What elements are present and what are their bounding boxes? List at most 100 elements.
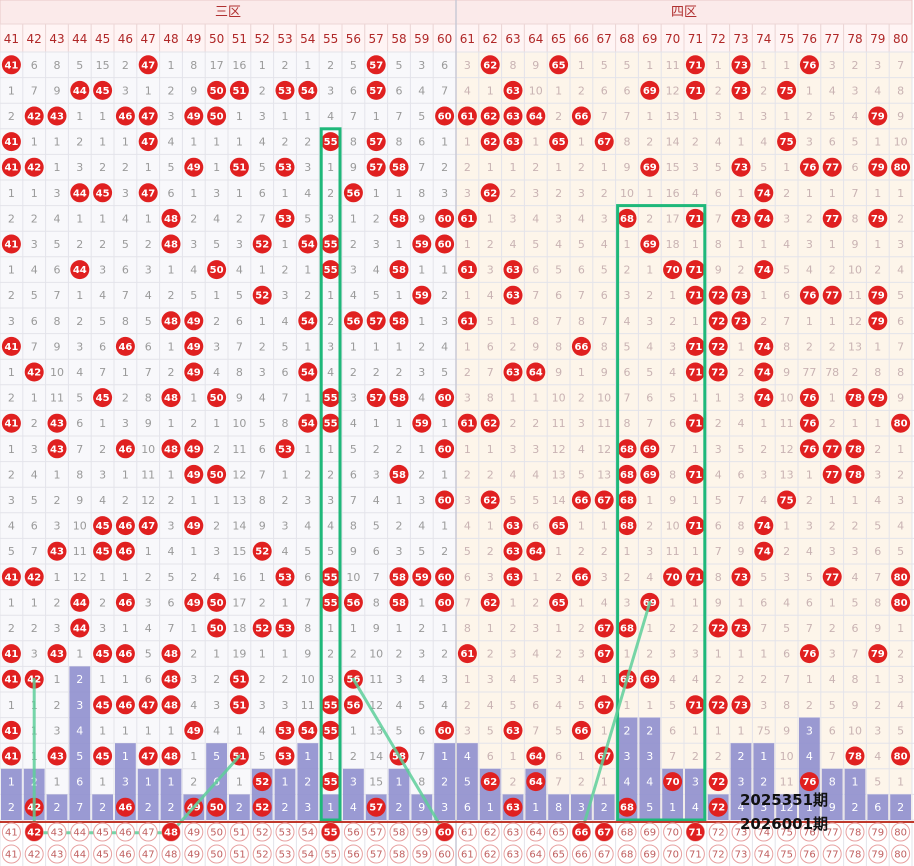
candidate-label: 65 xyxy=(552,850,565,861)
miss-value: 2 xyxy=(122,392,129,405)
miss-value: 6 xyxy=(874,801,881,814)
ball-label: 61 xyxy=(460,316,474,327)
miss-value: 4 xyxy=(145,622,152,635)
miss-value: 1 xyxy=(327,622,334,635)
ball-57 xyxy=(366,388,386,408)
ball-label: 77 xyxy=(825,572,839,583)
miss-value: 1 xyxy=(8,776,15,789)
ball-67 xyxy=(594,618,614,638)
miss-value: 3 xyxy=(624,750,631,763)
miss-value: 1 xyxy=(122,622,129,635)
ball-label: 71 xyxy=(688,572,702,583)
miss-value: 11 xyxy=(780,776,794,789)
miss-value: 6 xyxy=(874,545,881,558)
ball-76 xyxy=(799,772,819,792)
ball-61 xyxy=(457,208,477,228)
miss-value: 4 xyxy=(54,212,61,225)
miss-value: 1 xyxy=(555,161,562,174)
miss-value: 3 xyxy=(168,520,175,533)
ball-75 xyxy=(777,80,797,100)
miss-value: 1 xyxy=(692,724,699,737)
ball-79 xyxy=(868,285,888,305)
miss-value: 1 xyxy=(76,648,83,661)
ball-label: 45 xyxy=(96,86,110,97)
miss-value: 6 xyxy=(259,443,266,456)
miss-value: 7 xyxy=(168,622,175,635)
ball-77 xyxy=(822,464,842,484)
miss-value: 2 xyxy=(601,801,608,814)
ball-label: 41 xyxy=(4,649,18,660)
miss-value: 2 xyxy=(601,187,608,200)
ball-51 xyxy=(229,80,249,100)
candidate-label: 72 xyxy=(712,828,725,839)
miss-value: 7 xyxy=(601,315,608,328)
miss-value: 4 xyxy=(624,776,631,789)
ball-42 xyxy=(24,157,44,177)
ball-label: 63 xyxy=(506,547,520,558)
miss-value: 8 xyxy=(715,238,722,251)
miss-value: 1 xyxy=(874,187,881,200)
miss-value: 1 xyxy=(783,59,790,72)
ball-61 xyxy=(457,311,477,331)
miss-value: 4 xyxy=(783,238,790,251)
miss-value: 1 xyxy=(601,776,608,789)
miss-value: 3 xyxy=(829,648,836,661)
miss-value: 2 xyxy=(738,366,745,379)
miss-value: 8 xyxy=(350,520,357,533)
miss-value: 7 xyxy=(122,289,129,302)
ball-55 xyxy=(321,413,341,433)
miss-value: 7 xyxy=(852,187,859,200)
miss-value: 3 xyxy=(692,161,699,174)
miss-value: 2 xyxy=(396,366,403,379)
miss-value: 2 xyxy=(213,443,220,456)
ball-label: 74 xyxy=(757,521,771,532)
miss-value: 5 xyxy=(897,289,904,302)
miss-value: 9 xyxy=(715,264,722,277)
miss-value: 1 xyxy=(715,392,722,405)
miss-value: 2 xyxy=(396,443,403,456)
miss-value: 2 xyxy=(487,545,494,558)
ball-56 xyxy=(343,592,363,612)
ball-label: 73 xyxy=(734,572,748,583)
ball-label: 54 xyxy=(301,726,315,737)
miss-value: 12 xyxy=(552,443,566,456)
miss-value: 8 xyxy=(418,187,425,200)
miss-value: 2 xyxy=(54,801,61,814)
ball-44 xyxy=(70,592,90,612)
miss-value: 8 xyxy=(396,136,403,149)
miss-value: 2 xyxy=(304,468,311,481)
miss-value: 8 xyxy=(624,136,631,149)
miss-value: 4 xyxy=(464,520,471,533)
ball-label: 58 xyxy=(392,572,406,583)
miss-value: 6 xyxy=(852,161,859,174)
ball-label: 73 xyxy=(734,86,748,97)
ball-label: 55 xyxy=(324,419,338,430)
miss-value: 8 xyxy=(669,468,676,481)
bar-55 xyxy=(320,794,341,820)
miss-value: 5 xyxy=(145,315,152,328)
ball-label: 68 xyxy=(620,214,634,225)
miss-value: 9 xyxy=(190,84,197,97)
ball-label: 55 xyxy=(324,598,338,609)
candidate-label: 76 xyxy=(803,850,816,861)
ball-label: 56 xyxy=(346,700,360,711)
miss-value: 4 xyxy=(282,545,289,558)
miss-value: 2 xyxy=(168,494,175,507)
col-header-56: 56 xyxy=(346,32,361,46)
miss-value: 8 xyxy=(715,571,722,584)
col-header-58: 58 xyxy=(391,32,406,46)
candidate-label: 78 xyxy=(849,850,862,861)
miss-value: 2 xyxy=(99,801,106,814)
miss-value: 2 xyxy=(669,315,676,328)
bar-73 xyxy=(730,743,752,820)
ball-label: 41 xyxy=(4,163,18,174)
ball-63 xyxy=(503,80,523,100)
ball-47 xyxy=(138,516,158,536)
ball-label: 41 xyxy=(4,726,18,737)
ball-55 xyxy=(321,234,341,254)
candidate-label: 76 xyxy=(803,828,816,839)
col-header-69: 69 xyxy=(642,32,657,46)
bar-75 xyxy=(776,794,797,820)
ball-62 xyxy=(480,132,500,152)
